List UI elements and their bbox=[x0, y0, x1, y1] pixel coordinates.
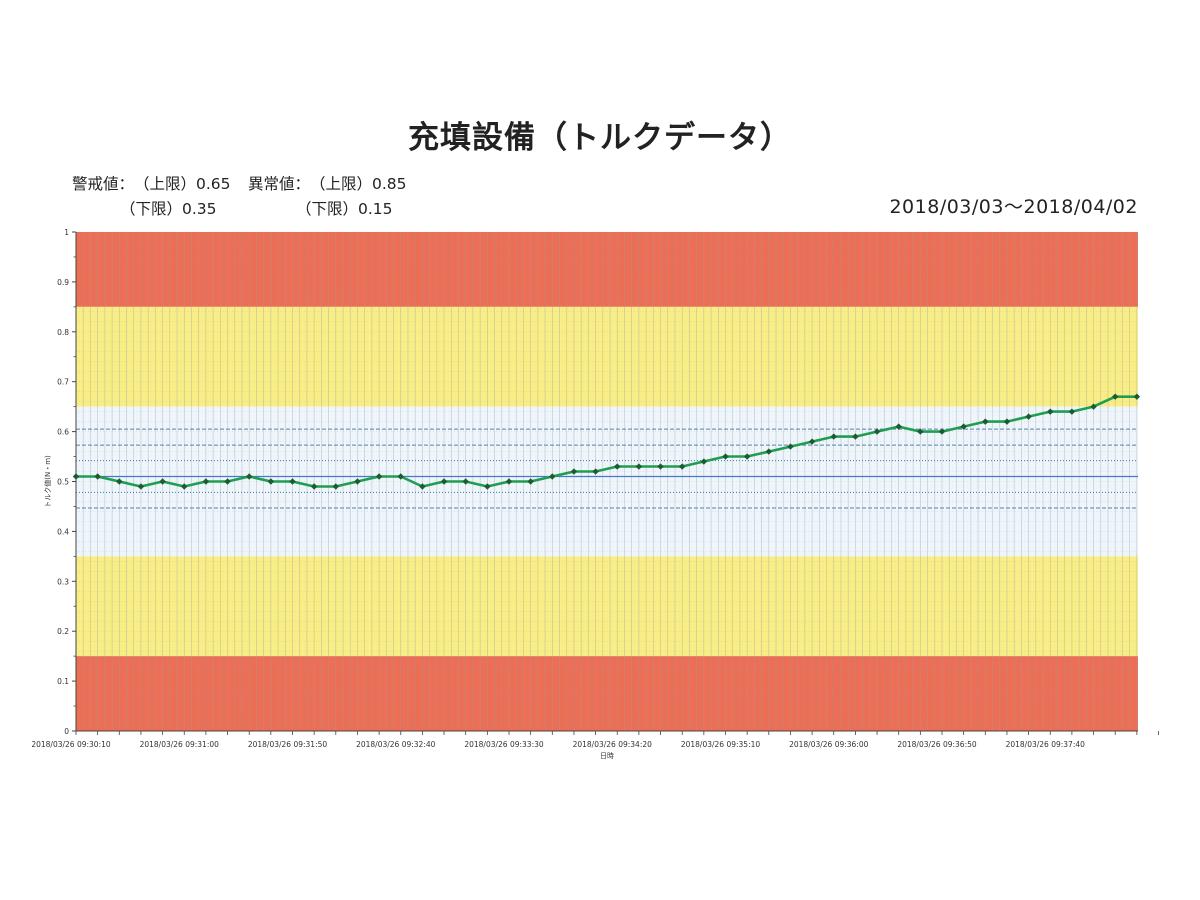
data-point bbox=[700, 458, 708, 465]
y-tick-label: 0.2 bbox=[57, 627, 69, 636]
series-torque bbox=[72, 393, 1141, 490]
series-line bbox=[76, 395, 1137, 488]
warning-label: 警戒値： bbox=[72, 175, 135, 193]
band-warning bbox=[76, 306, 1138, 407]
threshold-bands bbox=[76, 232, 1138, 731]
x-tick-label: 2018/03/26 09:36:50 bbox=[897, 740, 977, 749]
band-warning bbox=[76, 556, 1138, 657]
data-point bbox=[484, 483, 491, 490]
data-point bbox=[527, 478, 534, 485]
data-point bbox=[1090, 403, 1097, 410]
data-point bbox=[159, 478, 166, 485]
data-point bbox=[787, 443, 794, 450]
data-point bbox=[1133, 393, 1141, 400]
y-tick-label: 0.9 bbox=[57, 278, 69, 287]
data-point bbox=[181, 483, 188, 490]
grid-lines bbox=[76, 231, 1138, 732]
data-point bbox=[657, 463, 664, 470]
data-point bbox=[614, 463, 621, 470]
data-point bbox=[72, 473, 80, 480]
y-tick-label: 0.4 bbox=[57, 527, 69, 536]
data-point bbox=[94, 473, 101, 480]
band-abnormal bbox=[76, 656, 1138, 731]
data-point bbox=[570, 468, 578, 475]
data-point bbox=[938, 428, 946, 435]
data-point bbox=[743, 453, 751, 460]
data-point bbox=[960, 423, 967, 430]
warning-lower-row: （下限）0.35 bbox=[120, 197, 217, 219]
axes: 0 0.1 0.2 0.3 0.4 0.5 0.6 0.7 0.8 0.9 1 2018/03/26 … bbox=[31, 228, 1159, 749]
abnormal-thresholds: 異常値：（上限）0.85 bbox=[248, 172, 407, 194]
data-point bbox=[1112, 393, 1119, 400]
data-point bbox=[246, 473, 253, 480]
data-point bbox=[592, 468, 599, 475]
data-point bbox=[765, 448, 772, 455]
data-point bbox=[202, 478, 210, 485]
abnormal-lower: （下限）0.15 bbox=[296, 200, 393, 218]
band-abnormal bbox=[76, 232, 1138, 307]
data-point bbox=[310, 483, 318, 490]
data-point bbox=[873, 428, 881, 435]
date-range: 2018/03/03〜2018/04/02 bbox=[889, 196, 1138, 218]
y-tick-label: 0.6 bbox=[57, 428, 69, 437]
x-tick-label: 2018/03/26 09:32:40 bbox=[356, 740, 436, 749]
y-tick-label: 0.7 bbox=[57, 378, 69, 387]
data-point bbox=[635, 463, 643, 470]
y-tick-label: 0 bbox=[64, 727, 69, 736]
data-point bbox=[375, 473, 383, 480]
x-tick-label: 2018/03/26 09:33:30 bbox=[464, 740, 544, 749]
data-point bbox=[982, 418, 989, 425]
y-axis-label: トルク値(N・m) bbox=[43, 455, 52, 508]
data-point bbox=[722, 453, 729, 460]
data-point bbox=[917, 428, 924, 435]
y-tick-label: 0.1 bbox=[57, 677, 69, 686]
chart-title: 充填設備（トルクデータ） bbox=[408, 120, 792, 156]
warning-thresholds: 警戒値：（上限）0.65 bbox=[72, 172, 231, 194]
warning-upper: （上限）0.65 bbox=[134, 175, 231, 193]
data-point bbox=[289, 478, 296, 485]
x-tick-label: 2018/03/26 09:31:50 bbox=[248, 740, 328, 749]
warning-lower: （下限）0.35 bbox=[120, 200, 217, 218]
data-point bbox=[224, 478, 231, 485]
x-tick-label: 2018/03/26 09:36:00 bbox=[789, 740, 869, 749]
data-point bbox=[505, 478, 513, 485]
band-normal bbox=[76, 406, 1138, 557]
x-tick-label: 2018/03/26 09:34:20 bbox=[573, 740, 653, 749]
data-point bbox=[267, 478, 275, 485]
data-point bbox=[895, 423, 902, 430]
data-point bbox=[852, 433, 859, 440]
data-point bbox=[549, 473, 556, 480]
y-tick-label: 1 bbox=[64, 228, 69, 237]
data-point bbox=[830, 433, 837, 440]
data-point bbox=[419, 483, 426, 490]
data-point bbox=[116, 478, 123, 485]
data-point bbox=[1003, 418, 1011, 425]
data-point bbox=[462, 478, 469, 485]
data-point bbox=[679, 463, 686, 470]
y-tick-label: 0.8 bbox=[57, 328, 69, 337]
data-point bbox=[1025, 413, 1032, 420]
data-point bbox=[137, 483, 145, 490]
x-axis-label: 日時 bbox=[600, 752, 614, 760]
x-tick-label: 2018/03/26 09:31:00 bbox=[140, 740, 220, 749]
data-point bbox=[354, 478, 361, 485]
x-tick-label: 2018/03/26 09:37:40 bbox=[1006, 740, 1086, 749]
abnormal-lower-row: （下限）0.15 bbox=[296, 197, 393, 219]
y-tick-label: 0.3 bbox=[57, 577, 69, 586]
data-point bbox=[397, 473, 404, 480]
data-point bbox=[440, 478, 448, 485]
y-tick-label: 0.5 bbox=[57, 478, 69, 487]
data-point bbox=[1047, 408, 1054, 415]
abnormal-label: 異常値： bbox=[248, 175, 311, 193]
data-point bbox=[332, 483, 339, 490]
x-tick-label: 2018/03/26 09:30:10 bbox=[31, 740, 111, 749]
data-point bbox=[808, 438, 816, 445]
abnormal-upper: （上限）0.85 bbox=[310, 175, 407, 193]
data-point bbox=[1068, 408, 1076, 415]
x-tick-label: 2018/03/26 09:35:10 bbox=[681, 740, 761, 749]
